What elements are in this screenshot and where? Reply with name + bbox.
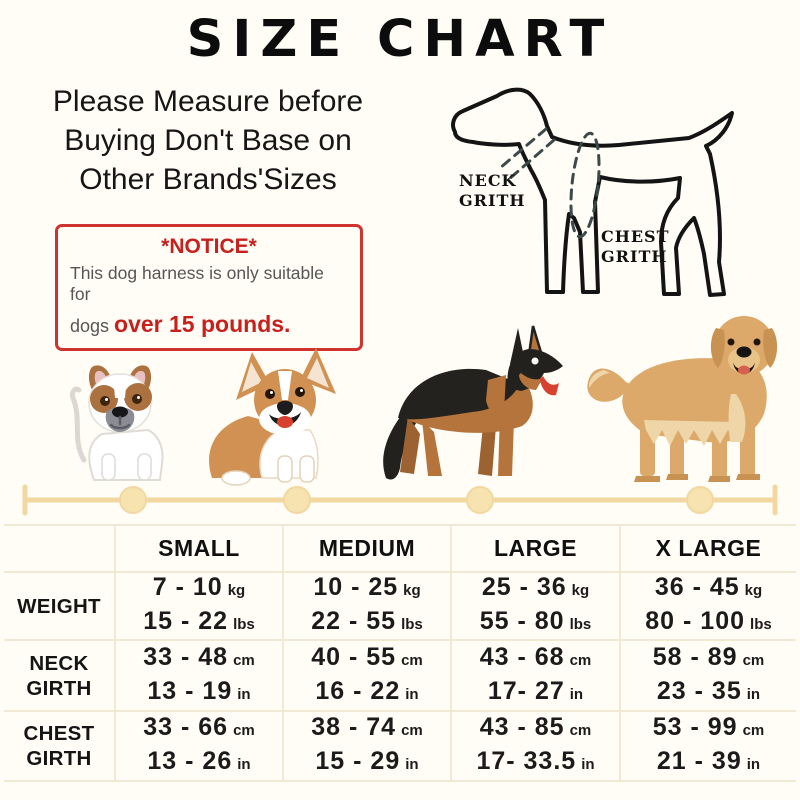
svg-text:GRITH: GRITH [601, 247, 667, 266]
french-bulldog-illustration [70, 365, 164, 481]
scale-dot [119, 486, 147, 514]
column-header-small: SMALL [114, 524, 282, 573]
column-header-large: LARGE [450, 524, 619, 573]
size-scale-divider [22, 484, 778, 516]
neck-girth-dashed-line [498, 127, 548, 170]
chest-girth-label: CHEST [601, 227, 670, 246]
page-title: SIZE CHART [186, 10, 614, 69]
scale-dot [283, 486, 311, 514]
german-shepherd-illustration [383, 325, 563, 480]
row-label-weight: WEIGHT [4, 573, 114, 641]
chest-girth-dashed-ellipse [569, 131, 601, 239]
column-header-x-large: X LARGE [619, 524, 796, 573]
scale-dot [466, 486, 494, 514]
scale-dot [686, 486, 714, 514]
notice-box: *NOTICE* This dog harness is only suitab… [55, 224, 363, 351]
size-cell: 33 - 66 cm 13 - 26 in [114, 712, 282, 782]
row-label-chest-girth: CHEST GIRTH [4, 712, 114, 782]
measure-warning-line: Buying Don't Base on [64, 124, 352, 157]
size-cell: 7 - 10 kg 15 - 22 lbs [114, 573, 282, 641]
size-cell: 36 - 45 kg 80 - 100 lbs [619, 573, 796, 641]
size-cell: 53 - 99 cm 21 - 39 in [619, 712, 796, 782]
size-table: SMALL MEDIUM LARGE X LARGE WEIGHT 7 - 10 kg 15 … [4, 524, 796, 782]
notice-body-prefix: dogs [70, 316, 115, 336]
size-cell: 33 - 48 cm 13 - 19 in [114, 641, 282, 712]
measure-warning-line: Please Measure before [52, 85, 364, 118]
table-corner [4, 524, 114, 573]
column-header-medium: MEDIUM [282, 524, 450, 573]
row-label-neck-girth: NECK GIRTH [4, 641, 114, 712]
measure-warning-line: Other Brands'Sizes [79, 163, 337, 196]
notice-body-line2: dogs over 15 pounds. [70, 311, 348, 338]
notice-weight-highlight: over 15 pounds. [114, 311, 291, 337]
dog-measurement-diagram: NECK GRITH CHEST GRITH [451, 87, 734, 297]
size-cell: 38 - 74 cm 15 - 29 in [282, 712, 450, 782]
golden-retriever-illustration [587, 316, 778, 482]
neck-girth-label: NECK [459, 171, 517, 190]
size-cell: 58 - 89 cm 23 - 35 in [619, 641, 796, 712]
measure-warning-text: Please Measure before Buying Don't Base … [12, 82, 404, 199]
size-cell: 25 - 36 kg 55 - 80 lbs [450, 573, 619, 641]
svg-text:GRITH: GRITH [459, 191, 525, 210]
corgi-illustration [209, 348, 336, 486]
size-cell: 43 - 68 cm 17- 27 in [450, 641, 619, 712]
size-cell: 10 - 25 kg 22 - 55 lbs [282, 573, 450, 641]
notice-heading: *NOTICE* [161, 235, 257, 258]
size-cell: 43 - 85 cm 17- 33.5 in [450, 712, 619, 782]
size-cell: 40 - 55 cm 16 - 22 in [282, 641, 450, 712]
notice-body-line1: This dog harness is only suitable for [70, 263, 324, 304]
